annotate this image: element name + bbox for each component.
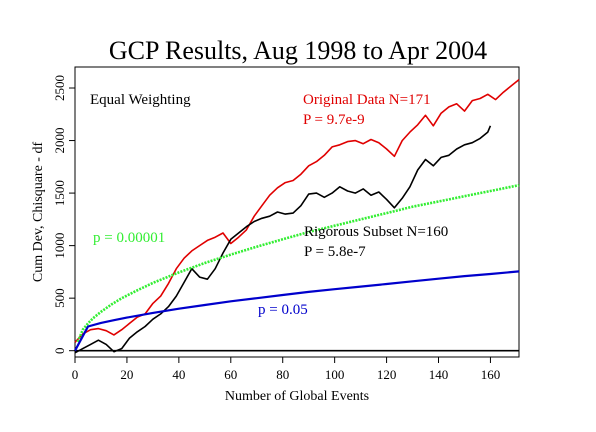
x-tick-label: 140	[429, 367, 449, 382]
original-data-line	[74, 78, 520, 343]
annotation-p-high: p = 0.00001	[93, 230, 165, 246]
x-axis-label: Number of Global Events	[225, 389, 369, 404]
y-tick-label: 1500	[52, 180, 67, 206]
data-lines	[74, 78, 520, 354]
x-tick-label: 40	[172, 367, 185, 382]
rigorous-subset-line	[74, 125, 492, 354]
y-tick-label: 1000	[52, 233, 67, 259]
x-tick-label: 0	[72, 367, 79, 382]
x-tick-label: 80	[276, 367, 289, 382]
plot-frame	[74, 66, 520, 358]
y-tick-label: 2500	[52, 75, 67, 101]
y-tick-label: 2000	[52, 128, 67, 154]
p-005-curve	[74, 270, 520, 352]
annotation-original-label: Original Data N=171	[303, 92, 431, 108]
x-tick-label: 160	[481, 367, 501, 382]
annotation-subset-p: P = 5.8e-7	[304, 244, 366, 260]
chart-title: GCP Results, Aug 1998 to Apr 2004	[109, 36, 487, 65]
y-tick-label: 0	[52, 347, 67, 354]
x-tick-label: 60	[224, 367, 237, 382]
y-tick-label: 500	[52, 288, 67, 308]
axes: 0 20 40 60 80 100 120 140 160 0 500 1000 1500 2000 250…	[52, 75, 500, 382]
annotation-subset-label: Rigorous Subset N=160	[304, 224, 448, 240]
annotation-original-p: P = 9.7e-9	[303, 112, 365, 128]
annotation-p-low: p = 0.05	[258, 302, 308, 318]
annotation-weighting: Equal Weighting	[90, 92, 191, 108]
y-axis-label: Cum Dev, Chisquare - df	[31, 142, 46, 283]
x-tick-label: 20	[120, 367, 133, 382]
x-tick-label: 100	[325, 367, 345, 382]
p-00001-curve	[76, 183, 520, 343]
x-tick-label: 120	[377, 367, 397, 382]
